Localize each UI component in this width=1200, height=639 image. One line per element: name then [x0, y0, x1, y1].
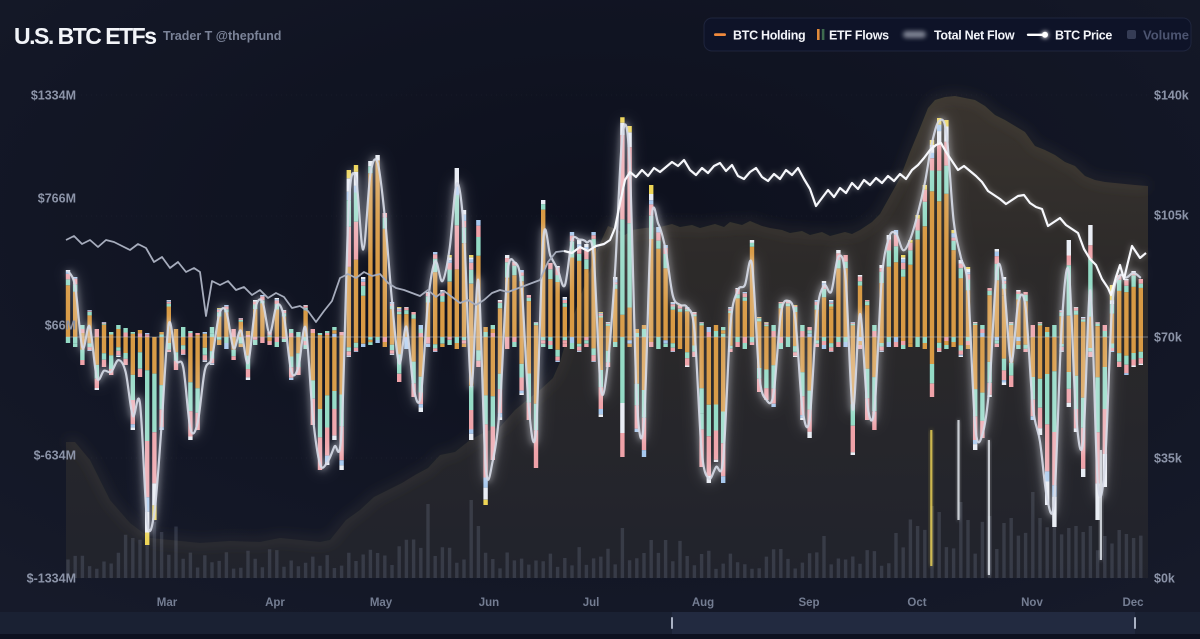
svg-text:Nov: Nov [1021, 597, 1043, 609]
svg-text:$105k: $105k [1154, 209, 1189, 223]
svg-text:Apr: Apr [265, 597, 285, 609]
svg-text:Trader T @thepfund: Trader T @thepfund [163, 29, 281, 43]
svg-text:$0k: $0k [1154, 572, 1175, 586]
svg-text:$35k: $35k [1154, 452, 1182, 466]
svg-text:Dec: Dec [1122, 597, 1144, 609]
svg-text:Oct: Oct [907, 597, 926, 609]
svg-text:Volume: Volume [1143, 28, 1189, 43]
svg-text:BTC Holding: BTC Holding [733, 29, 805, 43]
svg-text:May: May [370, 597, 393, 609]
svg-text:$1334M: $1334M [31, 89, 76, 103]
svg-text:$70k: $70k [1154, 331, 1182, 345]
svg-text:U.S. BTC ETFs: U.S. BTC ETFs [14, 23, 156, 49]
svg-text:$-1334M: $-1334M [27, 572, 76, 586]
svg-text:Aug: Aug [692, 597, 714, 609]
svg-text:$766M: $766M [38, 192, 76, 206]
svg-text:ETF Flows: ETF Flows [829, 29, 889, 43]
svg-text:Total Net Flow: Total Net Flow [934, 29, 1015, 43]
svg-text:Mar: Mar [157, 597, 178, 609]
svg-text:$140k: $140k [1154, 89, 1189, 103]
svg-text:$-634M: $-634M [34, 449, 76, 463]
svg-text:BTC Price: BTC Price [1055, 29, 1112, 43]
svg-text:Jun: Jun [479, 597, 499, 609]
svg-text:Jul: Jul [583, 597, 600, 609]
svg-text:$66M: $66M [45, 319, 76, 333]
svg-text:Sep: Sep [798, 597, 819, 609]
